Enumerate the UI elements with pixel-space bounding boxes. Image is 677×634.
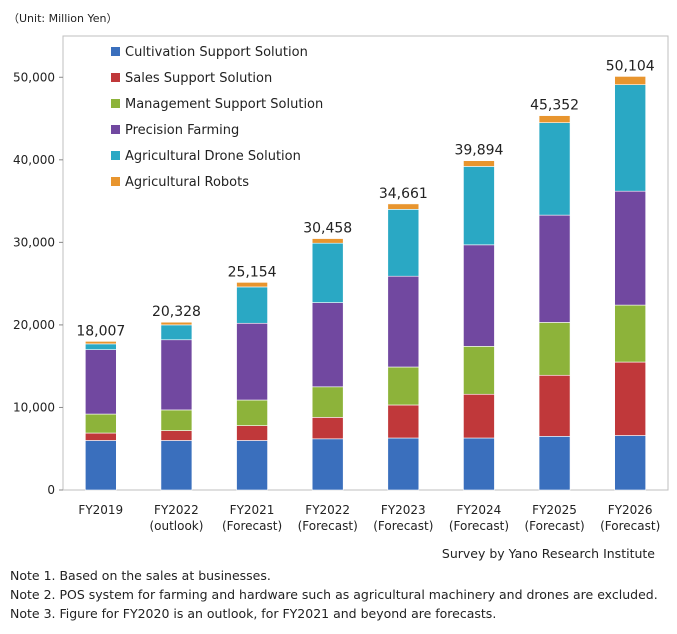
bar-segment-management-support-solution bbox=[311, 386, 344, 418]
legend-swatch bbox=[111, 73, 120, 82]
bar-total-label: 50,104 bbox=[606, 58, 655, 74]
bar-segment-management-support-solution bbox=[614, 304, 646, 363]
y-tick-label: 40,000 bbox=[13, 153, 55, 167]
legend-label: Management Support Solution bbox=[125, 97, 323, 112]
bar-segment-agricultural-drone-solution bbox=[160, 324, 193, 341]
bar-segment-cultivation-support-solution bbox=[160, 440, 193, 491]
legend-label: Sales Support Solution bbox=[125, 71, 272, 86]
y-tick-label: 20,000 bbox=[13, 318, 55, 332]
bar-total-label: 34,661 bbox=[379, 186, 428, 202]
bar-segment-management-support-solution bbox=[236, 399, 268, 426]
x-tick-label: (Forecast) bbox=[298, 519, 358, 533]
bar-total-label: 20,328 bbox=[152, 304, 201, 320]
bar-segment-agricultural-robots bbox=[311, 238, 344, 244]
bar-segment-precision-farming bbox=[236, 322, 268, 401]
bar-segment-sales-support-solution bbox=[311, 417, 344, 440]
bar-segment-agricultural-robots bbox=[85, 341, 117, 345]
y-tick-label: 10,000 bbox=[13, 400, 55, 414]
x-tick-label: FY2026 bbox=[608, 503, 653, 517]
x-tick-label: FY2024 bbox=[457, 503, 502, 517]
bar-segment-agricultural-drone-solution bbox=[236, 286, 268, 324]
x-tick-label: FY2022 bbox=[154, 503, 199, 517]
legend-label: Agricultural Drone Solution bbox=[125, 149, 301, 164]
bar-segment-cultivation-support-solution bbox=[538, 436, 571, 491]
bar-segment-agricultural-robots bbox=[614, 76, 646, 86]
bar-segment-precision-farming bbox=[463, 244, 495, 347]
bar-segment-cultivation-support-solution bbox=[614, 435, 646, 491]
bar-segment-cultivation-support-solution bbox=[311, 438, 344, 491]
legend-label: Agricultural Robots bbox=[125, 175, 249, 190]
source-credit: Survey by Yano Research Institute bbox=[441, 546, 655, 561]
bar-segment-precision-farming bbox=[311, 302, 344, 388]
bar-segment-sales-support-solution bbox=[387, 404, 420, 439]
bar-total-label: 18,007 bbox=[76, 323, 125, 339]
bar-segment-precision-farming bbox=[85, 349, 117, 415]
bar-segment-agricultural-robots bbox=[160, 321, 193, 326]
bar-segment-agricultural-drone-solution bbox=[311, 242, 344, 303]
bar-segment-sales-support-solution bbox=[614, 361, 646, 436]
y-tick-label: 50,000 bbox=[13, 70, 55, 84]
bar-segment-agricultural-robots bbox=[387, 203, 420, 210]
bar-segment-precision-farming bbox=[614, 190, 646, 306]
bar-total-label: 25,154 bbox=[228, 264, 277, 280]
bar-segment-sales-support-solution bbox=[85, 432, 117, 441]
x-tick-label: FY2019 bbox=[78, 503, 123, 517]
legend-label: Precision Farming bbox=[125, 123, 239, 138]
bar-segment-management-support-solution bbox=[538, 322, 571, 376]
legend-swatch bbox=[111, 151, 120, 160]
legend-label: Cultivation Support Solution bbox=[125, 45, 308, 60]
bar-segment-agricultural-robots bbox=[236, 282, 268, 288]
chart-svg: 0 10,000 20,000 30,000 40,000 50,000 18,007 FY2… bbox=[13, 35, 669, 533]
x-tick-label: (Forecast) bbox=[373, 519, 433, 533]
x-tick-label: (Forecast) bbox=[600, 519, 660, 533]
bar-segment-agricultural-drone-solution bbox=[614, 84, 646, 192]
x-tick-label: (Forecast) bbox=[449, 519, 509, 533]
bar-segment-precision-farming bbox=[387, 275, 420, 368]
bar-segment-precision-farming bbox=[538, 214, 571, 323]
legend-swatch bbox=[111, 125, 120, 134]
legend-swatch bbox=[111, 47, 120, 56]
bar-segment-agricultural-robots bbox=[538, 115, 571, 123]
bar-segment-agricultural-drone-solution bbox=[538, 122, 571, 216]
bar-segment-cultivation-support-solution bbox=[85, 440, 117, 491]
y-tick-label: 0 bbox=[47, 483, 55, 497]
bar-segment-sales-support-solution bbox=[463, 393, 495, 439]
x-tick-label: FY2023 bbox=[381, 503, 426, 517]
bar-segment-agricultural-robots bbox=[463, 160, 495, 167]
bar-segment-sales-support-solution bbox=[160, 430, 193, 441]
x-tick-label: (Forecast) bbox=[222, 519, 282, 533]
bar-segment-agricultural-drone-solution bbox=[463, 166, 495, 246]
bar-total-label: 39,894 bbox=[454, 143, 503, 159]
bar-segment-precision-farming bbox=[160, 339, 193, 411]
bar-segment-agricultural-drone-solution bbox=[387, 209, 420, 277]
unit-label: （Unit: Million Yen） bbox=[8, 12, 118, 25]
note-1: Note 1. Based on the sales at businesses… bbox=[10, 568, 271, 583]
bar-segment-sales-support-solution bbox=[236, 425, 268, 441]
plot-area bbox=[62, 35, 669, 491]
bar-total-label: 45,352 bbox=[530, 98, 579, 114]
bar-segment-sales-support-solution bbox=[538, 374, 571, 437]
x-tick-label: (outlook) bbox=[149, 519, 203, 533]
bar-segment-management-support-solution bbox=[160, 409, 193, 431]
y-tick-label: 30,000 bbox=[13, 235, 55, 249]
notes: Note 1. Based on the sales at businesses… bbox=[10, 566, 658, 623]
note-2: Note 2. POS system for farming and hardw… bbox=[10, 587, 658, 602]
bar-segment-management-support-solution bbox=[463, 346, 495, 395]
x-tick-label: FY2021 bbox=[230, 503, 275, 517]
x-tick-label: FY2025 bbox=[532, 503, 577, 517]
legend-swatch bbox=[111, 177, 120, 186]
bar-segment-management-support-solution bbox=[85, 413, 117, 434]
bar-segment-cultivation-support-solution bbox=[236, 440, 268, 491]
bar-segment-cultivation-support-solution bbox=[387, 437, 420, 491]
x-tick-label: FY2022 bbox=[305, 503, 350, 517]
x-tick-label: (Forecast) bbox=[524, 519, 584, 533]
note-3: Note 3. Figure for FY2020 is an outlook,… bbox=[10, 606, 497, 621]
legend-swatch bbox=[111, 99, 120, 108]
bar-segment-agricultural-drone-solution bbox=[85, 343, 117, 350]
stacked-bar-chart: （Unit: Million Yen） 0 10,000 20,000 30,000 4… bbox=[8, 12, 669, 533]
bar-total-label: 30,458 bbox=[303, 221, 352, 237]
bar-segment-cultivation-support-solution bbox=[463, 437, 495, 491]
bar-segment-management-support-solution bbox=[387, 366, 420, 406]
